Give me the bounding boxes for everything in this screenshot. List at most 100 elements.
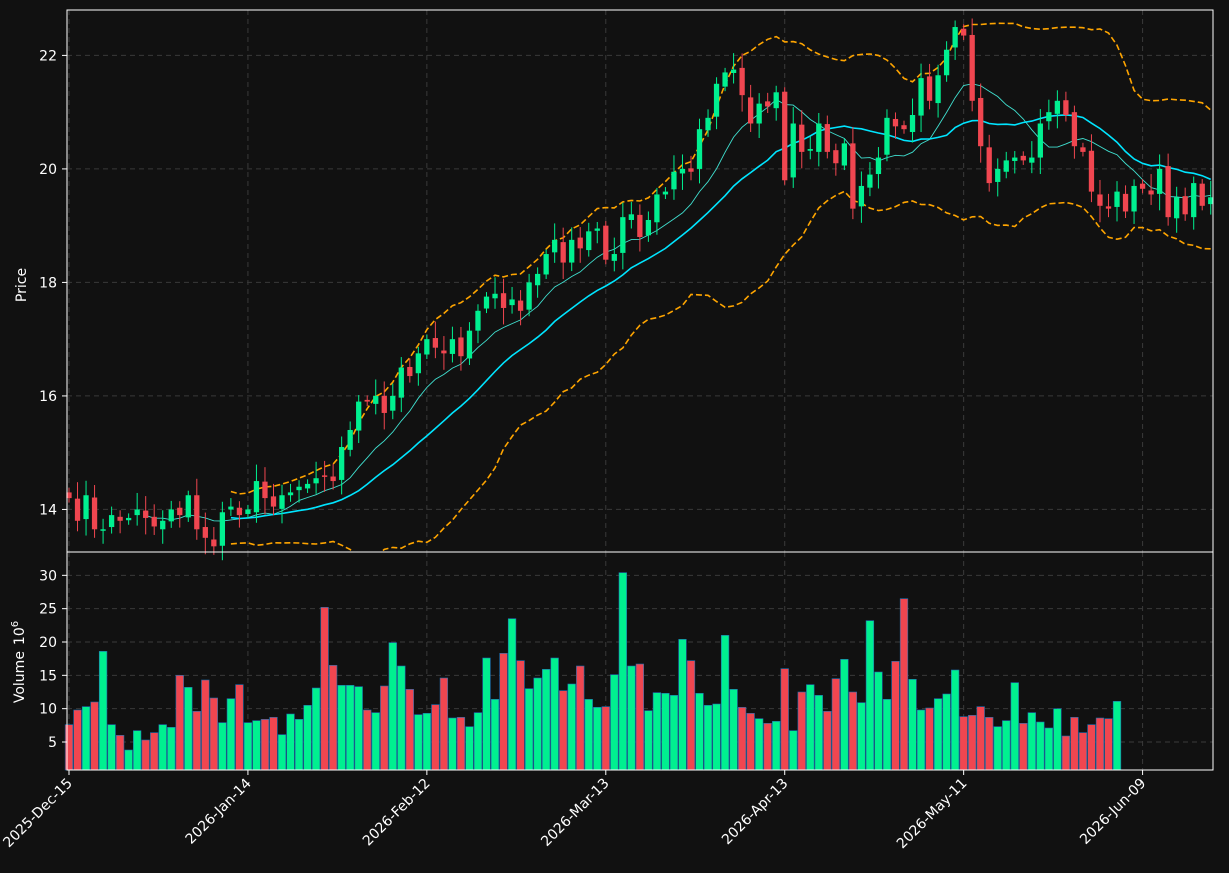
- candle-body: [339, 447, 345, 480]
- candle-body: [160, 520, 166, 530]
- candle-body: [108, 515, 115, 528]
- volume-axis-label-base: 10: [12, 627, 28, 645]
- candle-body: [194, 495, 200, 530]
- candle-body: [603, 225, 609, 260]
- volume-bar: [635, 663, 645, 771]
- volume-bar: [209, 697, 218, 771]
- volume-bar: [277, 734, 287, 771]
- candle-body: [637, 214, 643, 238]
- volume-bar: [652, 692, 662, 771]
- candle-body: [926, 76, 933, 101]
- candle-body: [1165, 166, 1171, 218]
- candle-body: [356, 401, 362, 431]
- volume-bar: [865, 620, 875, 771]
- volume-bar: [1036, 721, 1045, 771]
- volume-bar: [669, 695, 679, 771]
- candle-body: [918, 78, 924, 116]
- volume-bar: [363, 709, 372, 771]
- candle-body: [1148, 190, 1154, 195]
- candle-body: [373, 395, 379, 404]
- bollinger-bands: [230, 22, 1212, 552]
- volume-tick-label: 10: [39, 702, 57, 718]
- volume-bar: [686, 660, 696, 771]
- candle-body: [1003, 160, 1009, 172]
- volume-bar: [439, 677, 449, 771]
- volume-bar: [533, 677, 542, 771]
- candle-body: [1097, 194, 1103, 206]
- price-tick-label: 16: [39, 389, 57, 405]
- volume-bar: [1019, 723, 1028, 771]
- volume-bar: [550, 657, 559, 771]
- candle-body: [978, 97, 984, 147]
- candle-body: [483, 296, 490, 309]
- volume-bar: [133, 730, 142, 771]
- candle-body: [654, 194, 660, 223]
- candle-body: [1105, 206, 1112, 209]
- volume-bar: [448, 717, 457, 771]
- candle-body: [782, 91, 788, 181]
- candle-body: [705, 117, 711, 131]
- short-moving-average-line: [145, 83, 1211, 522]
- volume-bar: [73, 709, 82, 771]
- candle-body: [765, 101, 771, 107]
- volume-bar: [840, 659, 849, 771]
- volume-bar: [968, 715, 977, 771]
- candle-body: [517, 300, 524, 311]
- candle-body: [713, 83, 720, 117]
- candle-body: [390, 395, 396, 411]
- volume-bar: [1002, 720, 1011, 771]
- candle-body: [1037, 123, 1043, 158]
- candle-body: [185, 495, 191, 518]
- candle-body: [739, 67, 745, 96]
- candle-body: [466, 330, 473, 359]
- volume-bar: [772, 721, 781, 771]
- candle-body: [577, 237, 583, 249]
- volume-bar: [567, 683, 576, 771]
- volume-bar: [823, 711, 832, 771]
- candle-body: [756, 103, 762, 124]
- candle-body: [884, 117, 890, 155]
- price-tick-label: 22: [39, 48, 57, 64]
- volume-bar: [703, 705, 713, 771]
- candle-body: [458, 337, 464, 357]
- volume-bar: [755, 718, 764, 771]
- candle-body: [432, 338, 439, 348]
- volume-panel-frame: [66, 551, 1214, 771]
- volume-bar: [1044, 727, 1053, 771]
- candle-body: [74, 498, 81, 521]
- volume-bar: [542, 669, 551, 771]
- candle-body: [492, 293, 498, 299]
- candle-body: [415, 353, 421, 374]
- volume-bar: [397, 665, 406, 771]
- volume-bar: [916, 709, 926, 771]
- candle-body: [398, 367, 404, 398]
- volume-bar: [371, 712, 380, 771]
- volume-bar: [388, 642, 397, 771]
- candle-body: [1012, 157, 1018, 161]
- volume-bar: [320, 607, 329, 771]
- panel-frames: [66, 9, 1214, 771]
- candle-body: [901, 125, 907, 130]
- volume-bar: [226, 698, 236, 771]
- candle-body: [1199, 183, 1205, 206]
- price-tick-label: 20: [39, 162, 57, 178]
- volume-bar: [98, 651, 108, 771]
- volume-bar: [303, 705, 312, 771]
- candle-body: [824, 124, 830, 152]
- volume-bar: [243, 722, 253, 771]
- volume-bar: [899, 598, 909, 771]
- candle-body: [1063, 100, 1069, 115]
- volume-bar: [516, 660, 525, 771]
- volume-bar: [218, 722, 227, 771]
- volume-bar: [346, 685, 355, 771]
- candle-body: [875, 157, 882, 175]
- volume-bar: [490, 699, 500, 771]
- candle-body: [1191, 183, 1197, 218]
- volume-bar: [141, 739, 150, 771]
- candle-body: [526, 282, 532, 310]
- y-tick-labels: 14 16 18 20 22 5 10 15 20 25 30: [39, 48, 67, 751]
- candle-body: [202, 527, 208, 538]
- candle-body: [816, 123, 822, 152]
- candle-body: [952, 27, 958, 48]
- volume-bar: [465, 726, 474, 771]
